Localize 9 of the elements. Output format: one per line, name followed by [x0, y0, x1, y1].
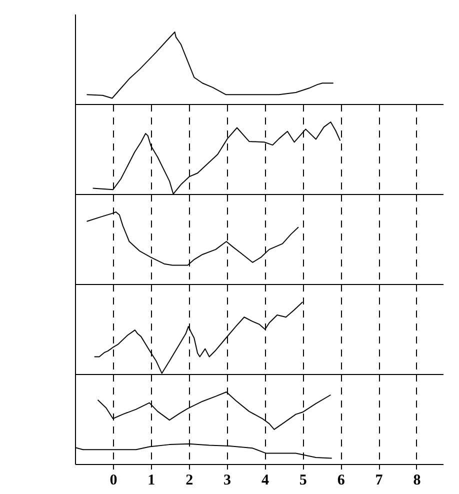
x-tick-label: 8 — [413, 472, 421, 488]
x-tick-label: 3 — [224, 472, 232, 488]
x-tick-label: 0 — [110, 472, 118, 488]
x-tick-label: 7 — [375, 472, 384, 488]
x-tick-label: 6 — [337, 472, 346, 488]
x-tick-label: 5 — [299, 472, 307, 488]
x-tick-label: 4 — [261, 472, 270, 488]
x-tick-label: 2 — [186, 472, 194, 488]
x-tick-label: 1 — [148, 472, 156, 488]
